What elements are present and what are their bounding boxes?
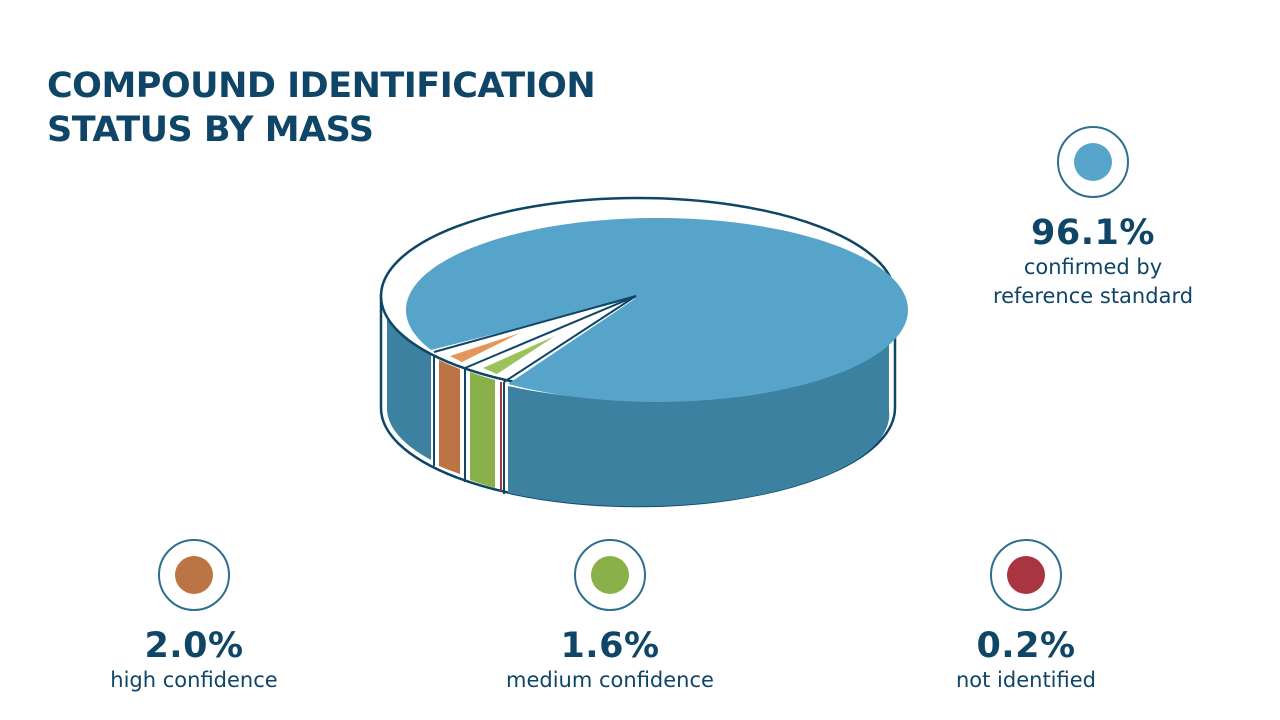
legend-ring [1057, 126, 1129, 198]
legend-ring [158, 539, 230, 611]
wedge-line [464, 295, 637, 369]
orange-dot-icon [175, 556, 213, 594]
legend-value: 1.6% [560, 626, 660, 666]
green-dot-icon [591, 556, 629, 594]
chart-title-line-2: STATUS BY MASS [47, 110, 374, 150]
pie-top-segment-medium [483, 336, 555, 374]
legend-label-line-1: confirmed by [1023, 255, 1163, 279]
wedge-line [433, 295, 637, 353]
red-dot-icon [1007, 556, 1045, 594]
pie-side-segment-confirmed-right [508, 318, 890, 507]
wedge-line [503, 295, 637, 383]
legend-item-not-identified: 0.2% not identified [886, 539, 1166, 694]
legend-value: 0.2% [976, 626, 1076, 666]
legend-item-medium: 1.6% medium confidence [470, 539, 750, 694]
pie-side-segment-medium [470, 372, 495, 488]
chart-title: COMPOUND IDENTIFICATION STATUS BY MASS [47, 64, 596, 152]
pie-top-segment-high [450, 333, 520, 362]
blue-dot-icon [1074, 143, 1112, 181]
legend-ring [990, 539, 1062, 611]
legend-item-confirmed: 96.1% confirmed by reference standard [953, 126, 1233, 310]
chart-title-line-1: COMPOUND IDENTIFICATION [47, 66, 596, 106]
pie-side-segment-high [439, 360, 460, 474]
legend-value: 96.1% [1031, 213, 1155, 253]
legend-item-high: 2.0% high confidence [54, 539, 334, 694]
legend-ring [574, 539, 646, 611]
legend-label-line-2: reference standard [992, 284, 1194, 308]
legend-value: 2.0% [144, 626, 244, 666]
legend-label: not identified [955, 668, 1096, 692]
legend-label: high confidence [110, 668, 278, 692]
pie-top-segment-confirmed [405, 217, 908, 402]
pie-side-segment-confirmed-left [387, 318, 431, 460]
legend-label: medium confidence [506, 668, 714, 692]
